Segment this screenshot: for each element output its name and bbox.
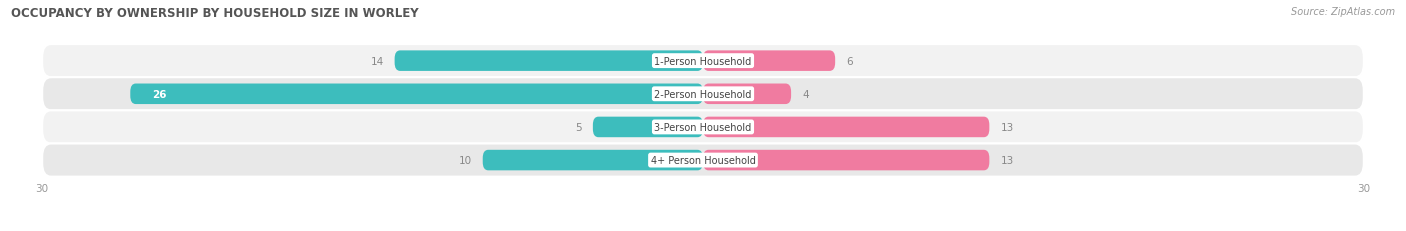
Text: 4: 4 xyxy=(801,89,808,99)
Text: 13: 13 xyxy=(1001,155,1014,165)
Legend: Owner-occupied, Renter-occupied: Owner-occupied, Renter-occupied xyxy=(589,229,817,231)
FancyBboxPatch shape xyxy=(42,78,1364,111)
Text: 5: 5 xyxy=(575,122,582,132)
Text: Source: ZipAtlas.com: Source: ZipAtlas.com xyxy=(1291,7,1395,17)
FancyBboxPatch shape xyxy=(131,84,703,105)
FancyBboxPatch shape xyxy=(703,150,990,171)
FancyBboxPatch shape xyxy=(42,111,1364,144)
FancyBboxPatch shape xyxy=(482,150,703,171)
Text: 4+ Person Household: 4+ Person Household xyxy=(651,155,755,165)
Text: 14: 14 xyxy=(370,56,384,66)
Text: 1-Person Household: 1-Person Household xyxy=(654,56,752,66)
FancyBboxPatch shape xyxy=(703,117,990,138)
FancyBboxPatch shape xyxy=(42,45,1364,78)
FancyBboxPatch shape xyxy=(593,117,703,138)
Text: OCCUPANCY BY OWNERSHIP BY HOUSEHOLD SIZE IN WORLEY: OCCUPANCY BY OWNERSHIP BY HOUSEHOLD SIZE… xyxy=(11,7,419,20)
Text: 26: 26 xyxy=(152,89,167,99)
Text: 13: 13 xyxy=(1001,122,1014,132)
FancyBboxPatch shape xyxy=(703,51,835,72)
FancyBboxPatch shape xyxy=(42,144,1364,177)
Text: 6: 6 xyxy=(846,56,853,66)
FancyBboxPatch shape xyxy=(395,51,703,72)
FancyBboxPatch shape xyxy=(703,84,792,105)
Text: 3-Person Household: 3-Person Household xyxy=(654,122,752,132)
Text: 10: 10 xyxy=(458,155,471,165)
Text: 2-Person Household: 2-Person Household xyxy=(654,89,752,99)
